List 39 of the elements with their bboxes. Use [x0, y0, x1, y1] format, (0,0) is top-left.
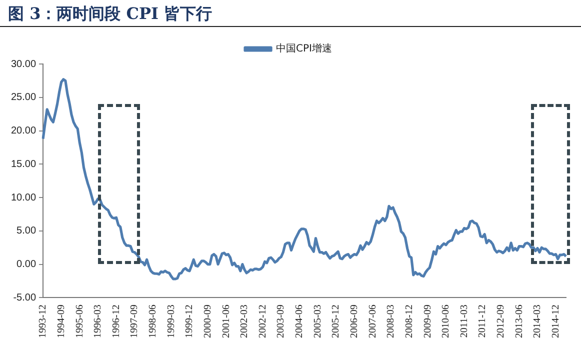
y-tick-label: 20.00	[10, 126, 36, 137]
x-tick-label: 2004-06	[294, 304, 306, 338]
x-tick-label: 2008-03	[386, 304, 397, 338]
y-tick-label: 5.00	[16, 226, 36, 237]
x-tick-label: 2001-06	[220, 304, 232, 338]
chart-title: 图 3：两时间段 CPI 皆下行	[8, 4, 212, 25]
y-tick-label: 0.00	[16, 259, 36, 270]
x-tick-label: 2009-09	[422, 304, 434, 338]
legend-label: 中国CPI增速	[276, 42, 332, 55]
y-tick-label: 25.00	[10, 92, 36, 104]
y-tick-label: 15.00	[10, 158, 36, 170]
x-tick-label: 1999-03	[166, 304, 177, 338]
x-tick-label: 1994-09	[56, 304, 67, 338]
x-tick-label: 1999-12	[184, 304, 196, 338]
x-tick-label: 2010-06	[440, 304, 452, 338]
x-tick-label: 2005-03	[312, 304, 324, 338]
x-tick-label: 2014-12	[550, 304, 562, 338]
x-tick-label: 1993-12	[38, 304, 49, 338]
y-tick-label: 30.00	[10, 58, 36, 70]
x-tick-label: 2002-12	[257, 304, 268, 338]
x-tick-label: 2012-09	[496, 304, 507, 338]
x-tick-label: 1998-06	[148, 304, 159, 338]
x-tick-label: 2003-09	[276, 304, 287, 338]
x-tick-label: 2008-12	[404, 304, 415, 338]
x-tick-label: 2014-03	[532, 304, 544, 338]
x-tick-label: 2011-03	[458, 304, 470, 338]
x-tick-label: 1996-12	[110, 304, 122, 338]
x-tick-label: 2013-06	[514, 304, 525, 338]
x-tick-label: 1995-06	[74, 304, 86, 338]
y-tick-label: 10.00	[10, 192, 36, 204]
x-tick-label: 2000-09	[202, 304, 214, 338]
x-tick-label: 2007-06	[367, 304, 378, 338]
y-tick-label: -5.00	[13, 292, 36, 304]
x-tick-label: 2011-12	[477, 304, 488, 338]
x-tick-label: 2002-03	[239, 304, 250, 338]
x-tick-label: 2006-09	[348, 304, 360, 338]
x-tick-label: 1996-03	[92, 304, 104, 338]
x-tick-label: 1997-09	[129, 304, 140, 338]
x-tick-label: 2005-12	[330, 304, 342, 338]
